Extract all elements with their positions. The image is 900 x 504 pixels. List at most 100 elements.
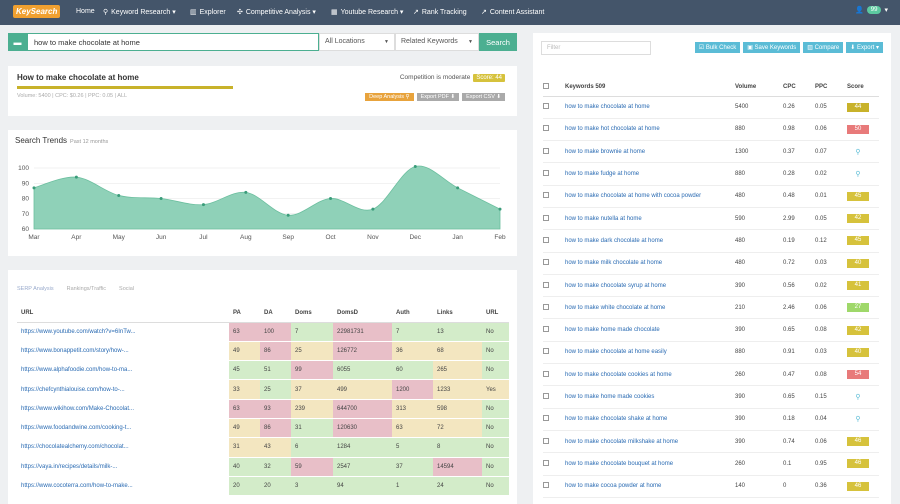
search-icon[interactable]: ⚲ — [855, 416, 861, 424]
keyword-link[interactable]: how to make white chocolate at home — [565, 296, 735, 320]
serp-col-header[interactable]: PA — [229, 304, 260, 323]
trend-point[interactable] — [456, 186, 460, 190]
row-checkbox[interactable] — [543, 385, 565, 409]
search-input[interactable]: how to make chocolate at home — [27, 33, 319, 51]
keyword-link[interactable]: how to make fudge at home — [565, 162, 735, 186]
export-pdf-button[interactable]: Export PDF ⬇ — [416, 93, 460, 101]
bulk-check-button[interactable]: ☑ Bulk Check — [694, 42, 741, 53]
row-checkbox[interactable] — [543, 229, 565, 253]
nav-item-5[interactable]: ↗ Rank Tracking — [413, 8, 467, 16]
keyword-link[interactable]: how to make home made chocolate — [565, 318, 735, 342]
keyword-link[interactable]: how to make chocolate at home — [565, 96, 735, 119]
keyword-link[interactable]: how to make chocolate shake at home — [565, 408, 735, 431]
keyword-col-header[interactable]: Volume — [735, 78, 783, 97]
trend-point[interactable] — [159, 197, 163, 200]
row-checkbox[interactable] — [543, 140, 565, 164]
compare-button[interactable]: ▥ Compare — [803, 42, 844, 53]
trend-point[interactable] — [117, 193, 121, 197]
trend-point[interactable] — [413, 164, 417, 168]
serp-col-header[interactable]: Links — [433, 304, 482, 323]
keyword-link[interactable]: how to make chocolate at home easily — [565, 341, 735, 365]
search-icon[interactable]: ⚲ — [855, 148, 861, 156]
serp-url-link[interactable]: https://www.wikihow.com/Make-Chocolat... — [17, 399, 229, 419]
trend-point[interactable] — [74, 175, 78, 179]
serp-url-link[interactable]: https://chefcynthialouise.com/how-to-... — [17, 379, 229, 400]
serp-url-link[interactable]: https://www.foodandwine.com/cooking-t... — [17, 418, 229, 439]
trend-point[interactable] — [244, 190, 248, 194]
serp-col-header[interactable]: URL — [17, 304, 229, 323]
row-checkbox[interactable] — [543, 452, 565, 476]
serp-url-link[interactable]: https://www.youtube.com/watch?v=6InTw... — [17, 322, 229, 342]
nav-item-4[interactable]: ▦ Youtube Research ▾ — [331, 8, 403, 16]
row-checkbox[interactable] — [543, 274, 565, 298]
row-checkbox[interactable] — [543, 341, 565, 365]
keyword-col-header[interactable]: Score — [847, 78, 879, 97]
tab-2[interactable]: Social — [119, 286, 135, 292]
keyword-link[interactable]: how to make cocoa powder at home — [565, 475, 735, 498]
trend-point[interactable] — [498, 207, 502, 211]
trend-point[interactable] — [371, 207, 375, 211]
keyword-link[interactable]: how to make brownie at home — [565, 140, 735, 164]
serp-url-link[interactable]: https://chocolatealchemy.com/chocolat... — [17, 437, 229, 458]
row-checkbox[interactable] — [543, 207, 565, 231]
row-checkbox[interactable] — [543, 96, 565, 119]
keyword-link[interactable]: how to make hot chocolate at home — [565, 118, 735, 142]
serp-col-header[interactable]: Doms — [291, 304, 333, 323]
keyword-col-header[interactable]: PPC — [815, 78, 847, 97]
keyword-col-header[interactable]: CPC — [783, 78, 815, 97]
serp-url-link[interactable]: https://www.bonappetit.com/story/how-... — [17, 341, 229, 362]
serp-col-header[interactable]: DomsD — [333, 304, 392, 323]
nav-item-6[interactable]: ↗ Content Assistant — [481, 8, 544, 16]
user-menu[interactable]: 👤 99 ▾ — [855, 6, 888, 14]
row-checkbox[interactable] — [543, 252, 565, 275]
trend-point[interactable] — [286, 213, 290, 217]
keyword-link[interactable]: how to make chocolate bouquet at home — [565, 452, 735, 476]
trend-point[interactable] — [32, 186, 36, 190]
keyword-link[interactable]: how to make chocolate milkshake at home — [565, 430, 735, 454]
keyword-link[interactable]: how to make home made cookies — [565, 385, 735, 409]
location-select[interactable]: All Locations ▼ — [319, 33, 395, 51]
trend-point[interactable] — [201, 203, 205, 207]
search-button[interactable]: Search — [479, 33, 517, 51]
row-checkbox[interactable] — [543, 430, 565, 454]
keyword-link[interactable]: how to make nutella at home — [565, 207, 735, 231]
row-checkbox[interactable] — [543, 162, 565, 186]
keyword-link[interactable]: how to make milk chocolate at home — [565, 252, 735, 275]
trend-point[interactable] — [329, 197, 333, 200]
row-checkbox[interactable] — [543, 185, 565, 208]
nav-item-3[interactable]: ✣ Competitive Analysis ▾ — [237, 8, 316, 16]
keyword-link[interactable]: how to make chocolate cookies at home — [565, 363, 735, 387]
select-all-checkbox[interactable] — [543, 78, 565, 97]
row-checkbox[interactable] — [543, 296, 565, 320]
export-button[interactable]: ⬇ Export ▾ — [846, 42, 883, 53]
export-csv-button[interactable]: Export CSV ⬇ — [462, 93, 505, 101]
mode-select[interactable]: Related Keywords ▼ — [395, 33, 479, 51]
nav-item-2[interactable]: ▥ Explorer — [190, 8, 226, 16]
serp-url-link[interactable]: https://www.alphafoodie.com/how-to-ma... — [17, 360, 229, 381]
tab-1[interactable]: Rankings/Traffic — [66, 286, 107, 292]
tab-0[interactable]: SERP Analysis — [17, 286, 54, 292]
row-checkbox[interactable] — [543, 363, 565, 387]
deep-analysis-button[interactable]: Deep Analysis ⚲ — [365, 93, 414, 101]
keyword-link[interactable]: how to make chocolate syrup at home — [565, 274, 735, 298]
serp-col-header[interactable]: URL — [482, 304, 509, 323]
keyword-col-header[interactable]: Keywords 509 — [565, 78, 735, 97]
search-icon[interactable]: ⚲ — [855, 171, 861, 179]
row-checkbox[interactable] — [543, 475, 565, 498]
serp-col-header[interactable]: Auth — [392, 304, 433, 323]
serp-col-header[interactable]: DA — [260, 304, 291, 323]
filter-input[interactable]: Filter — [541, 41, 651, 55]
row-checkbox[interactable] — [543, 318, 565, 342]
serp-url-link[interactable]: https://www.cocoterra.com/how-to-make... — [17, 476, 229, 497]
keyword-link[interactable]: how to make chocolate at home with cocoa… — [565, 185, 735, 208]
keyword-link[interactable]: how to make dark chocolate at home — [565, 229, 735, 253]
search-icon[interactable]: ⚲ — [855, 394, 861, 401]
serp-url-link[interactable]: https://vaya.in/recipes/details/milk-... — [17, 457, 229, 477]
save-keywords-button[interactable]: ▣ Save Keywords — [743, 42, 801, 53]
nav-item-0[interactable]: Home — [73, 8, 95, 15]
nav-item-1[interactable]: ⚲ Keyword Research ▾ — [103, 8, 176, 16]
keysearch-logo[interactable]: KeySearch — [13, 5, 61, 18]
folder-icon[interactable]: ▬ — [8, 33, 27, 51]
row-checkbox[interactable] — [543, 408, 565, 431]
row-checkbox[interactable] — [543, 118, 565, 142]
